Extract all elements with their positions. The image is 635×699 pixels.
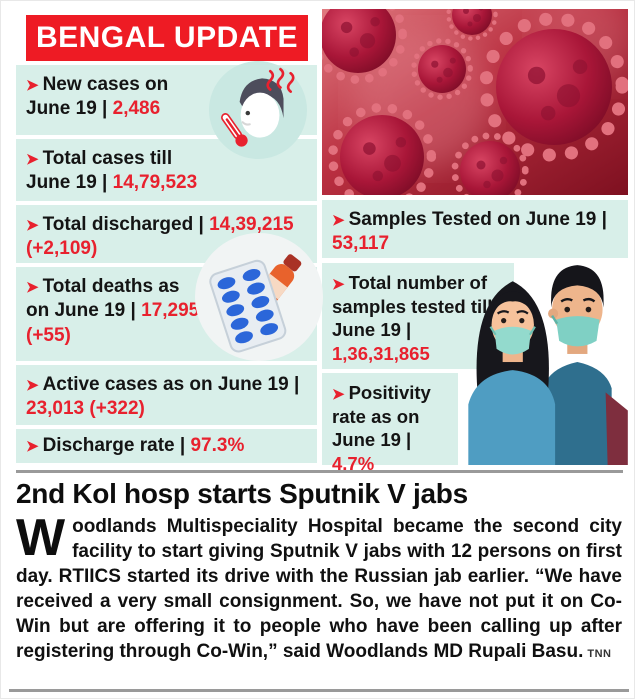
banner-title-text: BENGAL UPDATE (35, 21, 299, 54)
article-byline: TNN (587, 648, 612, 660)
article-headline: 2nd Kol hosp starts Sputnik V jabs (16, 478, 468, 509)
drop-cap: W (16, 509, 66, 567)
masked-man (543, 265, 628, 465)
arrow-bullet-icon: ➤ (26, 77, 39, 94)
stat-active-cases: ➤ Active cases as on June 19 | 23,013 (+3… (16, 365, 317, 425)
stat-positivity-rate: ➤ Positivity rate as on June 19 | 4.7% (322, 373, 458, 474)
medicine-icon (195, 233, 323, 361)
stat-value: 97.3% (190, 435, 245, 456)
masked-people-illustration (453, 251, 629, 465)
masked-woman (468, 281, 556, 465)
arrow-bullet-icon: ➤ (26, 279, 39, 296)
coronavirus-image-icon (322, 1, 632, 195)
stat-value: 4.7% (332, 453, 375, 475)
arrow-bullet-icon: ➤ (332, 276, 345, 293)
article-body-text: oodlands Multispeciality Hospital became… (16, 516, 622, 662)
stat-label: Samples Tested on June 19 | (348, 209, 607, 230)
arrow-bullet-icon: ➤ (26, 377, 39, 394)
stat-label: Total number of samples tested till June… (332, 272, 493, 341)
stat-discharge-rate: ➤ Discharge rate | 97.3% (16, 429, 317, 463)
medicine-icon (195, 233, 323, 361)
fever-person-icon (209, 61, 307, 159)
stat-label: Discharge rate | (42, 435, 191, 456)
arrow-bullet-icon: ➤ (332, 386, 345, 403)
stat-value: 17,295 (+55) (26, 300, 200, 346)
banner-title: BENGAL UPDATE (26, 15, 308, 61)
fever-person-icon (209, 61, 307, 159)
stat-value: 1,36,31,865 (332, 343, 430, 365)
stat-label: Total discharged | (42, 214, 210, 235)
masked-people-icon (468, 265, 628, 465)
arrow-bullet-icon: ➤ (26, 217, 39, 234)
stat-value: 14,39,215 (+2,109) (26, 214, 294, 260)
stat-label: Positivity rate as on June 19 | (332, 382, 431, 451)
stat-samples-tested: ➤ Samples Tested on June 19 | 53,117 (322, 200, 628, 258)
stat-label: Active cases as on June 19 | (42, 374, 300, 395)
stat-label: New cases on June 19 | (26, 74, 169, 120)
arrow-bullet-icon: ➤ (26, 151, 39, 168)
coronavirus-photo (322, 1, 632, 195)
arrow-bullet-icon: ➤ (26, 438, 39, 455)
stat-value: 53,117 (332, 233, 390, 255)
arrow-bullet-icon: ➤ (332, 212, 345, 229)
article-bottom-divider (9, 689, 629, 692)
stat-label: Total deaths as on June 19 | (26, 276, 180, 322)
stat-label: Total cases till June 19 | (26, 148, 173, 194)
stat-value: 14,79,523 (112, 172, 198, 194)
stat-value: 2,486 (112, 98, 161, 120)
stat-value: 23,013 (+322) (26, 398, 145, 420)
article-top-divider (16, 470, 623, 473)
